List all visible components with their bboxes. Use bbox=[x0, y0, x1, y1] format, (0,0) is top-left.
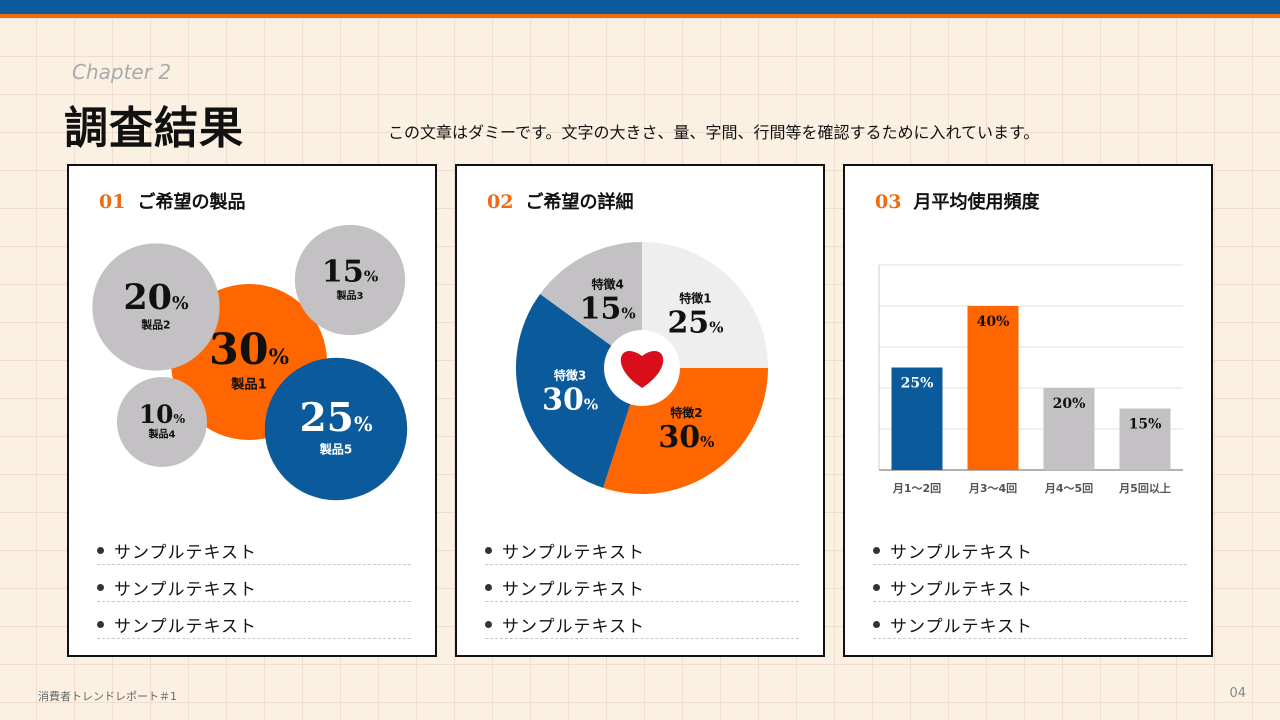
bar-chart: 25% 月1〜2回 40% 月3〜4回 20% 月4〜5回 15% 月5回以上 bbox=[878, 264, 1183, 495]
pie-slice bbox=[540, 242, 642, 368]
bullet-list: サンプルテキスト サンプルテキスト サンプルテキスト bbox=[97, 528, 411, 639]
pie-category-label: 特徴4 bbox=[591, 277, 623, 292]
card-number: 02 bbox=[487, 191, 514, 213]
list-item-text: サンプルテキスト bbox=[890, 579, 1033, 600]
card-number: 01 bbox=[99, 191, 126, 213]
list-item-text: サンプルテキスト bbox=[114, 542, 257, 563]
bullet-list: サンプルテキスト サンプルテキスト サンプルテキスト bbox=[873, 528, 1187, 639]
card-title: ご希望の詳細 bbox=[525, 192, 634, 213]
card-number: 03 bbox=[875, 191, 902, 213]
bullet-icon bbox=[485, 620, 492, 628]
bar bbox=[891, 367, 943, 470]
bubble bbox=[116, 376, 208, 468]
bar-value-label: 15% bbox=[1129, 417, 1162, 433]
pie-category-label: 特徴1 bbox=[679, 291, 711, 306]
x-tick-label: 月4〜5回 bbox=[1044, 481, 1093, 495]
pie-value-label: 30% bbox=[542, 382, 598, 417]
pie-value-label: 25% bbox=[667, 306, 723, 341]
bullet-icon bbox=[97, 620, 104, 628]
list-item-text: サンプルテキスト bbox=[502, 579, 645, 600]
list-item-text: サンプルテキスト bbox=[114, 616, 257, 637]
list-item: サンプルテキスト bbox=[873, 602, 1187, 639]
pie-value-label: 15% bbox=[580, 292, 636, 327]
card-details: 特徴1 25% 特徴2 30% 特徴3 30% 特徴4 15% 02 ご希望の詳細 サンプルテキ… bbox=[455, 164, 825, 657]
bar-value-label: 40% bbox=[977, 314, 1010, 330]
bullet-icon bbox=[873, 546, 880, 554]
chapter-label: Chapter 2 bbox=[72, 60, 172, 84]
bullet-icon bbox=[485, 583, 492, 591]
top-bar bbox=[0, 0, 1280, 14]
bar bbox=[1119, 408, 1171, 470]
card-products: 30% 製品1 20% 製品2 15% 製品3 10% 製品4 25% 製品5 01 ご希望の製品 … bbox=[67, 164, 437, 657]
page-number: 04 bbox=[1229, 686, 1246, 701]
bubble-category-label: 製品5 bbox=[319, 441, 353, 456]
bubble-category-label: 製品2 bbox=[140, 318, 170, 332]
x-tick-label: 月1〜2回 bbox=[892, 481, 941, 495]
pie-slice bbox=[642, 242, 768, 368]
list-item: サンプルテキスト bbox=[873, 565, 1187, 602]
lead-text: この文章はダミーです。文字の大きさ、量、字間、行間等を確認するために入れています… bbox=[388, 123, 1040, 142]
bar-value-label: 25% bbox=[901, 376, 934, 392]
bubble-category-label: 製品1 bbox=[231, 376, 267, 393]
list-item-text: サンプルテキスト bbox=[114, 579, 257, 600]
x-tick-label: 月3〜4回 bbox=[968, 481, 1017, 495]
x-tick-label: 月5回以上 bbox=[1118, 481, 1171, 495]
bullet-list: サンプルテキスト サンプルテキスト サンプルテキスト bbox=[485, 528, 799, 639]
bullet-icon bbox=[873, 583, 880, 591]
list-item: サンプルテキスト bbox=[485, 565, 799, 602]
bar bbox=[1043, 388, 1095, 470]
bullet-icon bbox=[97, 546, 104, 554]
list-item: サンプルテキスト bbox=[97, 602, 411, 639]
bullet-icon bbox=[873, 620, 880, 628]
list-item: サンプルテキスト bbox=[485, 528, 799, 565]
card-title: ご希望の製品 bbox=[137, 192, 246, 213]
bar-value-label: 20% bbox=[1053, 396, 1086, 412]
bullet-icon bbox=[97, 583, 104, 591]
bubble bbox=[264, 357, 408, 501]
card-title: 月平均使用頻度 bbox=[913, 192, 1040, 213]
card-frequency: 25% 月1〜2回 40% 月3〜4回 20% 月4〜5回 15% 月5回以上 03 月平均使用… bbox=[843, 164, 1213, 657]
bubble-category-label: 製品3 bbox=[336, 289, 364, 302]
list-item-text: サンプルテキスト bbox=[890, 616, 1033, 637]
heart-icon bbox=[620, 351, 664, 388]
list-item-text: サンプルテキスト bbox=[502, 616, 645, 637]
list-item-text: サンプルテキスト bbox=[890, 542, 1033, 563]
bar bbox=[967, 306, 1019, 470]
bubble bbox=[92, 243, 220, 371]
bullet-icon bbox=[485, 546, 492, 554]
pie-category-label: 特徴2 bbox=[670, 405, 702, 420]
pie-category-label: 特徴3 bbox=[554, 367, 586, 382]
list-item: サンプルテキスト bbox=[97, 528, 411, 565]
list-item: サンプルテキスト bbox=[873, 528, 1187, 565]
list-item: サンプルテキスト bbox=[97, 565, 411, 602]
footer-text: 消費者トレンドレポート＃1 bbox=[38, 690, 177, 703]
list-item-text: サンプルテキスト bbox=[502, 542, 645, 563]
page-title: 調査結果 bbox=[64, 103, 244, 154]
bubble bbox=[294, 224, 406, 336]
list-item: サンプルテキスト bbox=[485, 602, 799, 639]
top-accent-line bbox=[0, 14, 1280, 18]
bubble-category-label: 製品4 bbox=[148, 427, 176, 440]
pie-slice bbox=[516, 293, 642, 488]
